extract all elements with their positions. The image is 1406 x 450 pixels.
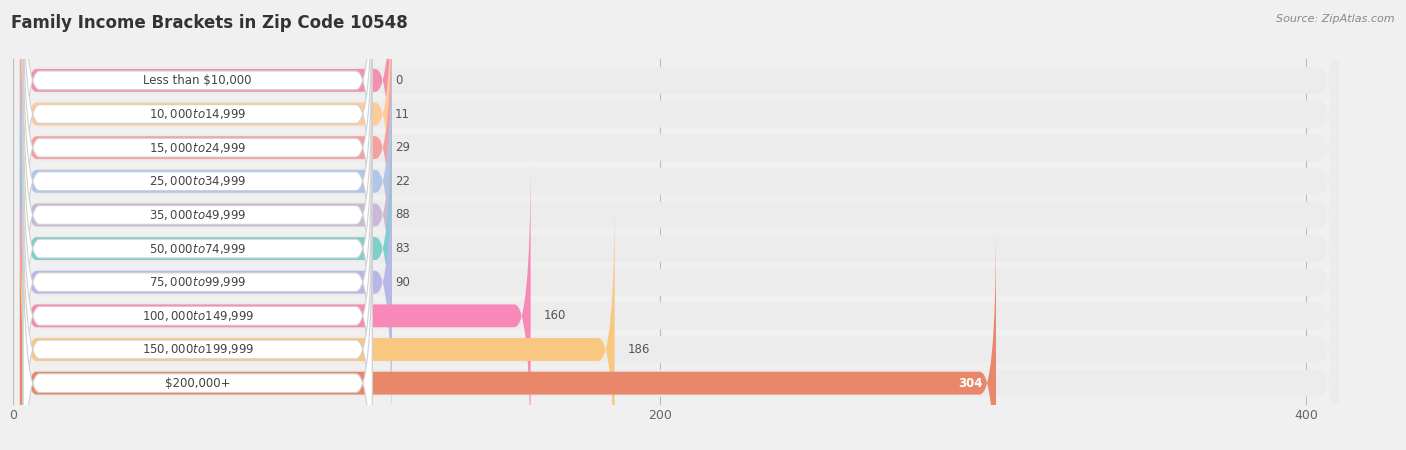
- Text: Less than $10,000: Less than $10,000: [143, 74, 252, 87]
- Text: $35,000 to $49,999: $35,000 to $49,999: [149, 208, 246, 222]
- Text: 83: 83: [395, 242, 409, 255]
- Text: Source: ZipAtlas.com: Source: ZipAtlas.com: [1277, 14, 1395, 23]
- FancyBboxPatch shape: [22, 56, 373, 374]
- FancyBboxPatch shape: [20, 226, 995, 450]
- FancyBboxPatch shape: [20, 159, 530, 450]
- Text: 29: 29: [395, 141, 411, 154]
- FancyBboxPatch shape: [20, 0, 1339, 336]
- FancyBboxPatch shape: [22, 90, 373, 407]
- Text: $25,000 to $34,999: $25,000 to $34,999: [149, 174, 246, 188]
- Text: $150,000 to $199,999: $150,000 to $199,999: [142, 342, 254, 356]
- Text: Family Income Brackets in Zip Code 10548: Family Income Brackets in Zip Code 10548: [11, 14, 408, 32]
- FancyBboxPatch shape: [20, 58, 392, 372]
- Text: 90: 90: [395, 276, 409, 289]
- FancyBboxPatch shape: [20, 60, 1339, 437]
- Text: $200,000+: $200,000+: [165, 377, 231, 390]
- FancyBboxPatch shape: [20, 0, 392, 237]
- FancyBboxPatch shape: [20, 0, 1339, 269]
- FancyBboxPatch shape: [20, 27, 1339, 403]
- Text: 22: 22: [395, 175, 411, 188]
- FancyBboxPatch shape: [20, 24, 392, 338]
- FancyBboxPatch shape: [20, 193, 614, 450]
- Text: $75,000 to $99,999: $75,000 to $99,999: [149, 275, 246, 289]
- FancyBboxPatch shape: [20, 195, 1339, 450]
- Text: 88: 88: [395, 208, 409, 221]
- FancyBboxPatch shape: [20, 0, 392, 271]
- FancyBboxPatch shape: [22, 157, 373, 450]
- FancyBboxPatch shape: [20, 161, 1339, 450]
- FancyBboxPatch shape: [20, 0, 1339, 370]
- FancyBboxPatch shape: [22, 224, 373, 450]
- FancyBboxPatch shape: [22, 191, 373, 450]
- Text: $10,000 to $14,999: $10,000 to $14,999: [149, 107, 246, 121]
- Text: 186: 186: [627, 343, 650, 356]
- FancyBboxPatch shape: [20, 92, 392, 405]
- FancyBboxPatch shape: [20, 94, 1339, 450]
- FancyBboxPatch shape: [20, 0, 1339, 302]
- FancyBboxPatch shape: [20, 0, 392, 304]
- FancyBboxPatch shape: [22, 0, 373, 273]
- Text: 304: 304: [959, 377, 983, 390]
- FancyBboxPatch shape: [20, 126, 392, 439]
- FancyBboxPatch shape: [22, 123, 373, 441]
- FancyBboxPatch shape: [22, 0, 373, 239]
- Text: 160: 160: [544, 309, 565, 322]
- Text: 11: 11: [395, 108, 411, 121]
- Text: $50,000 to $74,999: $50,000 to $74,999: [149, 242, 246, 256]
- Text: $15,000 to $24,999: $15,000 to $24,999: [149, 141, 246, 155]
- FancyBboxPatch shape: [20, 127, 1339, 450]
- Text: 0: 0: [395, 74, 402, 87]
- FancyBboxPatch shape: [22, 0, 373, 306]
- Text: $100,000 to $149,999: $100,000 to $149,999: [142, 309, 254, 323]
- FancyBboxPatch shape: [22, 22, 373, 340]
